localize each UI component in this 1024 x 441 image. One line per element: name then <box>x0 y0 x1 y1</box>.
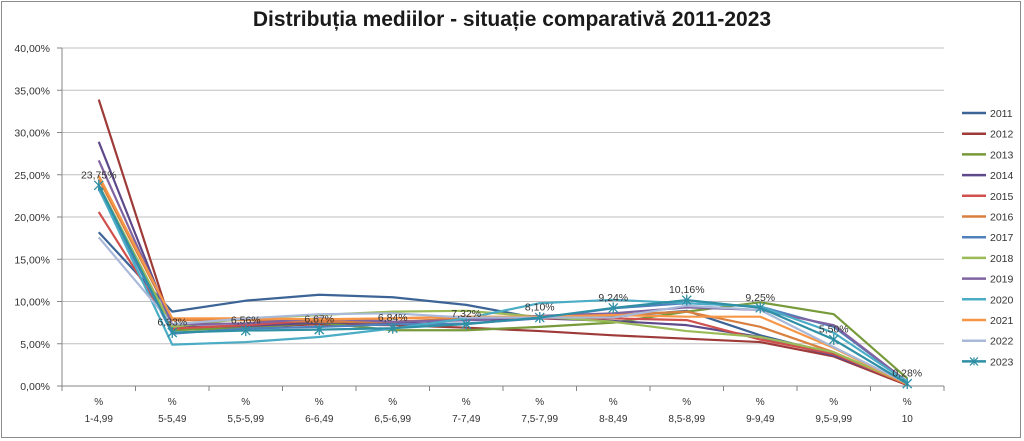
data-point-marker <box>828 334 839 346</box>
legend-label: 2017 <box>990 232 1014 244</box>
legend-label: 2021 <box>990 315 1014 327</box>
x-tick-label: % <box>829 397 838 408</box>
series-line-2017 <box>97 188 908 383</box>
data-label: 9,25% <box>745 292 775 304</box>
y-tick-label: 25,00% <box>14 170 50 182</box>
x-tick-label: 10 <box>902 414 914 425</box>
legend-label: 2012 <box>990 129 1014 141</box>
x-tick-label: 7-7,49 <box>452 414 481 425</box>
data-label: 6,56% <box>231 315 261 327</box>
legend-label: 2022 <box>990 336 1014 348</box>
series-line-2016 <box>97 178 908 386</box>
series-line-2015 <box>97 211 908 386</box>
data-label: 23,75% <box>81 169 117 181</box>
data-point-marker <box>534 312 545 324</box>
legend-label: 2020 <box>990 294 1014 306</box>
x-tick-label: 9,5-9,99 <box>815 414 852 425</box>
data-label: 6,84% <box>378 312 408 324</box>
chart-title: Distribuția mediilor - situație comparat… <box>252 8 772 31</box>
data-label: 0,28% <box>892 368 922 380</box>
y-tick-label: 30,00% <box>14 128 50 140</box>
data-point-marker <box>681 294 692 306</box>
series-line-2018 <box>97 184 908 385</box>
data-label: 7,32% <box>451 308 481 320</box>
data-point-marker <box>93 179 104 191</box>
x-tick-label: 6,5-6,99 <box>374 414 411 425</box>
data-label: 6,33% <box>157 317 187 329</box>
x-tick-label: 8-8,49 <box>599 414 628 425</box>
legend-label: 2011 <box>990 108 1013 120</box>
legend-label: 2019 <box>990 274 1014 286</box>
legend-label: 2023 <box>990 356 1014 368</box>
series-line-2011 <box>97 231 908 386</box>
x-tick-label: 6-6,49 <box>305 414 334 425</box>
data-label: 10,16% <box>669 284 705 296</box>
data-label: 6,67% <box>304 314 334 326</box>
data-label: 8,10% <box>525 302 555 314</box>
data-point-marker <box>461 318 472 330</box>
data-point-marker <box>608 302 619 314</box>
data-point-marker <box>755 302 766 314</box>
x-tick-label: 5-5,49 <box>158 414 187 425</box>
x-tick-label: 1-4,99 <box>85 414 114 425</box>
y-tick-label: 0,00% <box>20 381 50 393</box>
series-line-2020 <box>97 187 908 383</box>
y-tick-label: 5,00% <box>20 339 50 351</box>
data-point-marker <box>240 325 251 337</box>
data-point-marker <box>387 322 398 334</box>
y-tick-label: 20,00% <box>14 212 50 224</box>
x-tick-label: 8,5-8,99 <box>668 414 705 425</box>
x-tick-label: % <box>94 397 103 408</box>
x-tick-label: % <box>682 397 691 408</box>
x-tick-label: % <box>535 397 544 408</box>
x-tick-label: 7,5-7,99 <box>521 414 558 425</box>
x-tick-label: 9-9,49 <box>746 414 775 425</box>
x-tick-label: % <box>168 397 177 408</box>
legend-marker <box>969 356 979 366</box>
y-tick-label: 10,00% <box>14 297 50 309</box>
data-label: 9,24% <box>598 292 628 304</box>
series-line-2022 <box>97 236 908 385</box>
series-line-2023 <box>97 184 908 385</box>
legend-label: 2015 <box>990 191 1014 203</box>
data-point-marker <box>167 327 178 339</box>
data-label: 5,50% <box>819 324 849 336</box>
legend-label: 2018 <box>990 253 1014 265</box>
x-tick-label: % <box>903 397 912 408</box>
data-point-marker <box>902 378 913 390</box>
legend-label: 2013 <box>990 149 1014 161</box>
legend-label: 2016 <box>990 212 1014 224</box>
y-tick-label: 35,00% <box>14 85 50 97</box>
y-tick-label: 40,00% <box>14 43 50 55</box>
x-tick-label: 5,5-5,99 <box>227 414 264 425</box>
x-tick-label: % <box>388 397 397 408</box>
series-line-2021 <box>97 175 908 386</box>
x-tick-label: % <box>241 397 250 408</box>
x-tick-label: % <box>315 397 324 408</box>
series-line-2019 <box>97 159 908 383</box>
x-tick-label: % <box>609 397 618 408</box>
legend-label: 2014 <box>990 170 1014 182</box>
y-tick-label: 15,00% <box>14 254 50 266</box>
x-tick-label: % <box>462 397 471 408</box>
data-point-marker <box>314 324 325 336</box>
x-tick-label: % <box>756 397 765 408</box>
series-line-2013 <box>97 186 908 380</box>
